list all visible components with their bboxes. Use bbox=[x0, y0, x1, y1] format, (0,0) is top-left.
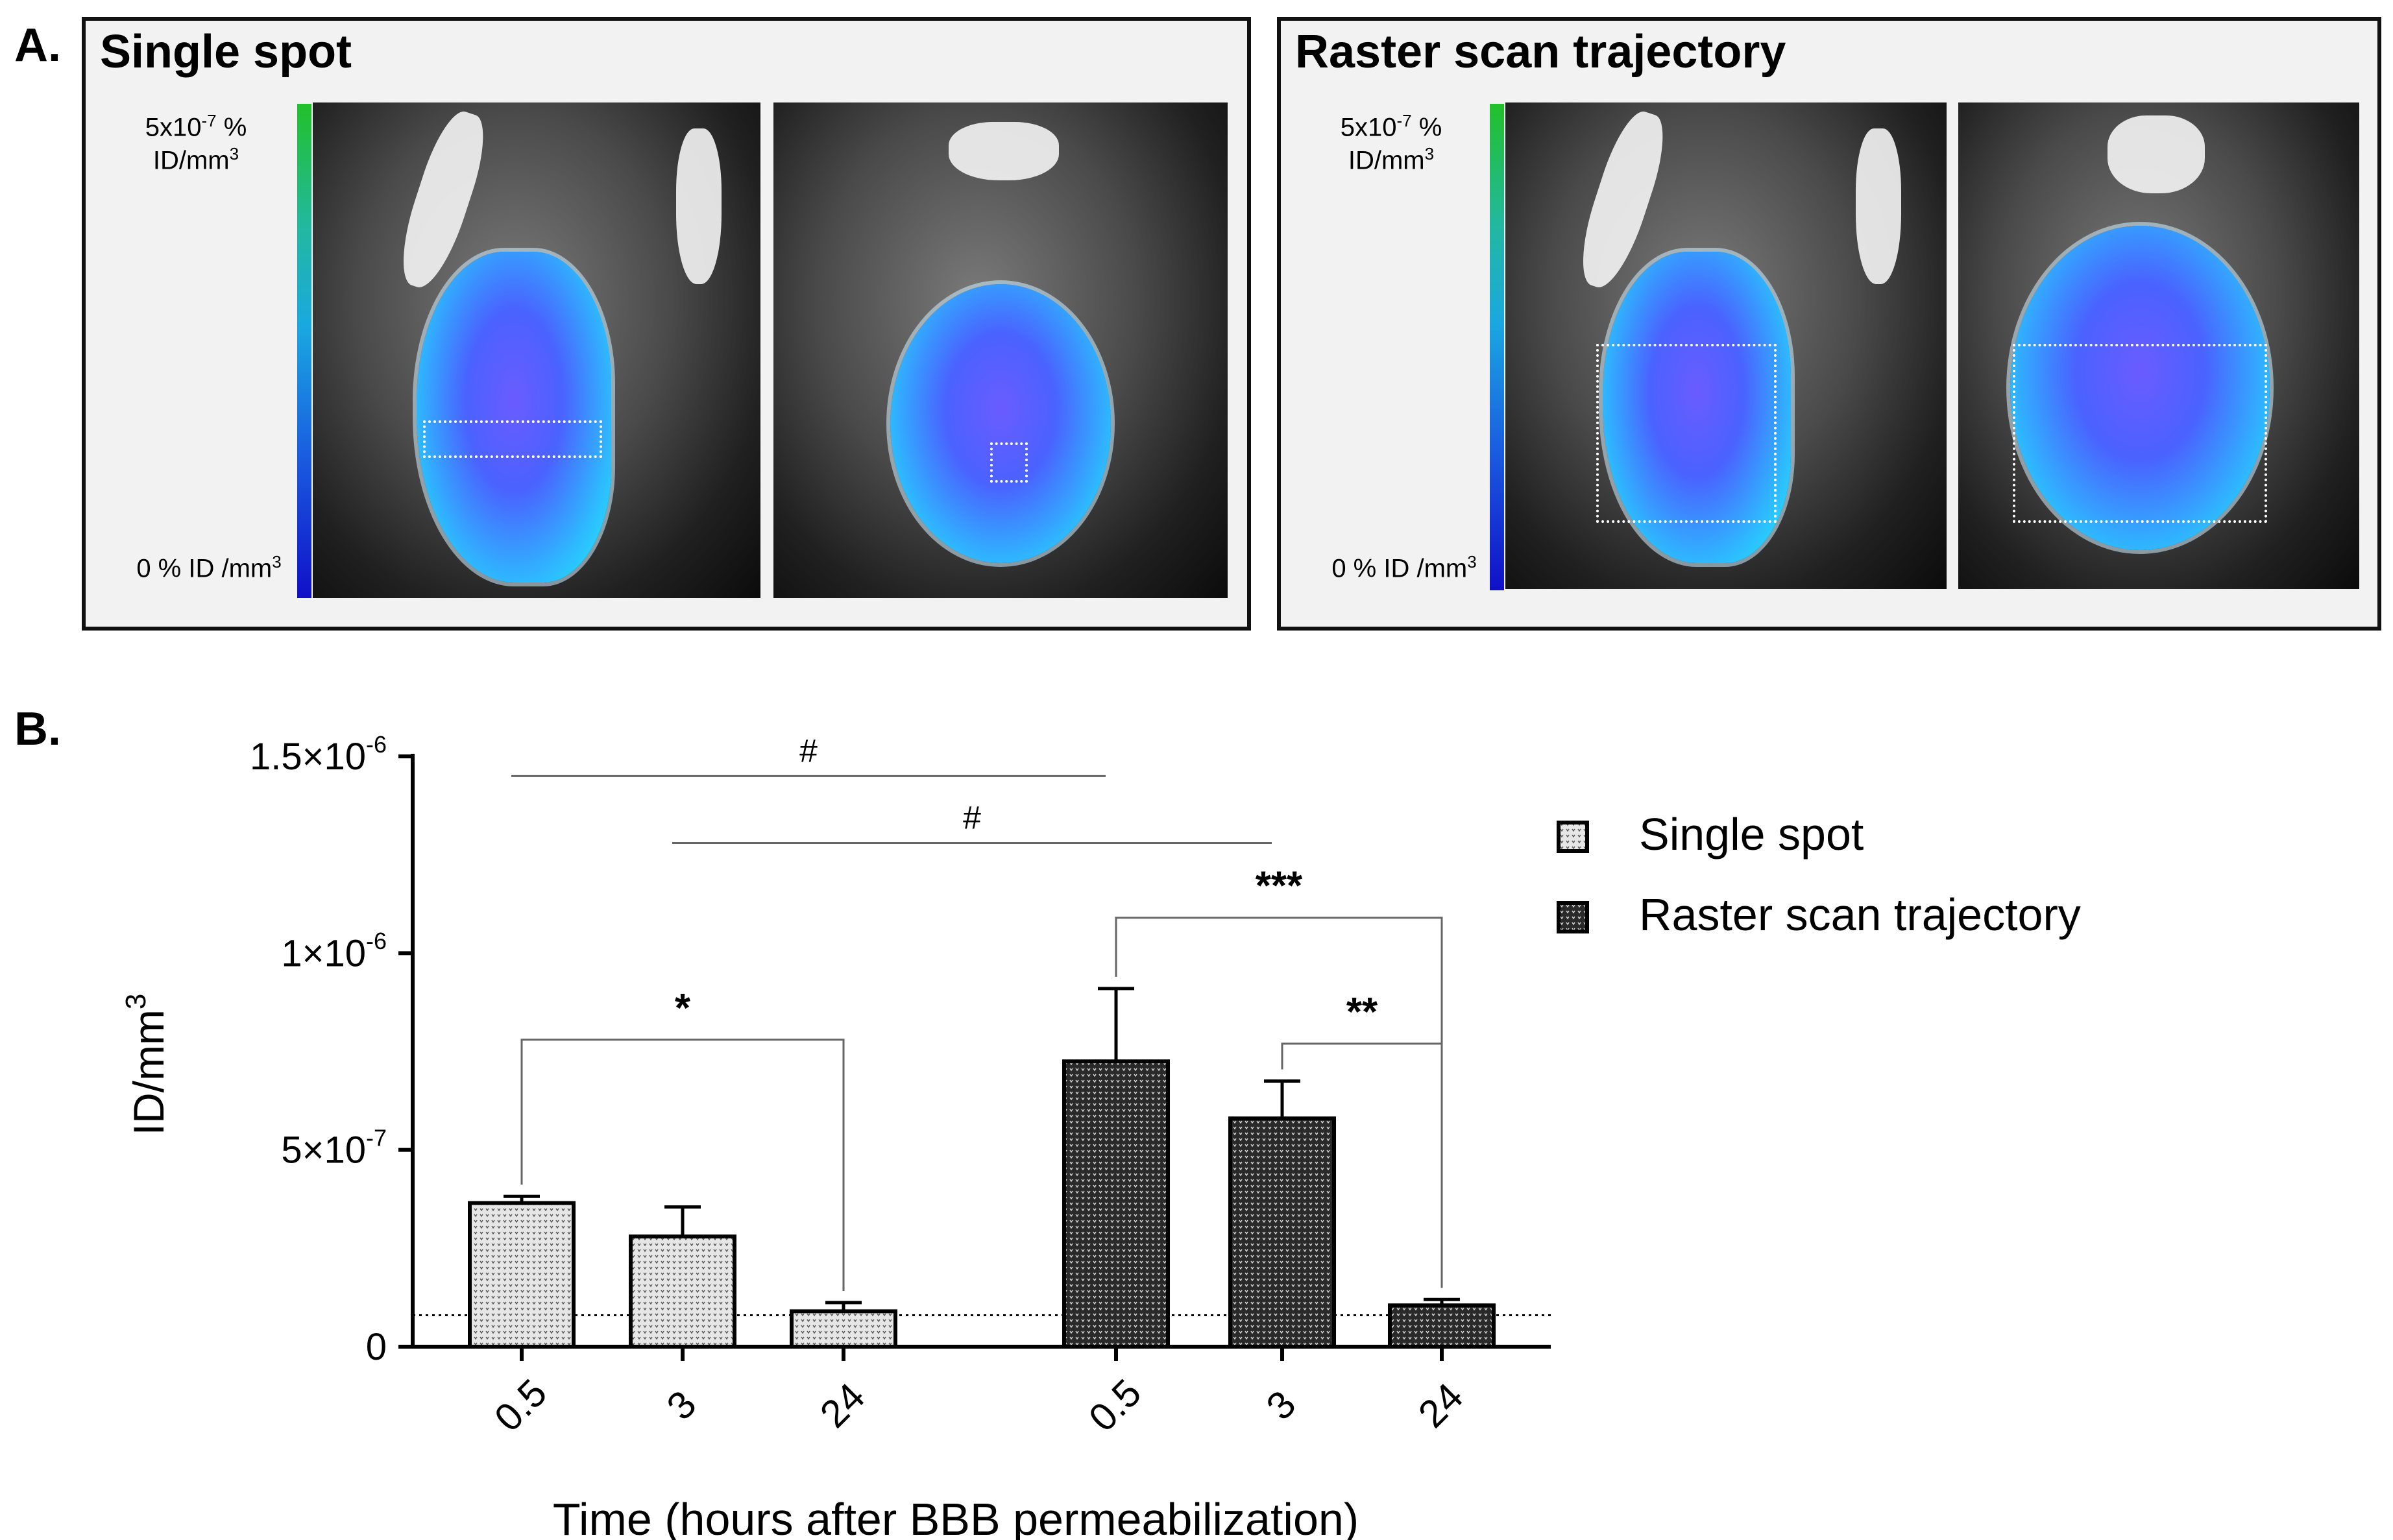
sagittal-scan-image bbox=[313, 102, 760, 598]
bar bbox=[1228, 1116, 1336, 1349]
panel-a-letter: A. bbox=[14, 19, 61, 71]
roi-box bbox=[1596, 344, 1777, 523]
x-tick-label: 3 bbox=[659, 1382, 705, 1428]
scale-max-label: 5x10-7 % ID/mm3 bbox=[1340, 111, 1442, 175]
roi-box bbox=[2013, 344, 2267, 523]
bar bbox=[468, 1201, 576, 1349]
roi-box bbox=[423, 420, 602, 458]
significance-label: *** bbox=[1256, 864, 1303, 909]
roi-box bbox=[990, 442, 1028, 483]
significance-bracket bbox=[1281, 1042, 1443, 1288]
skull-bone bbox=[2108, 115, 2205, 193]
single-spot-panel: Single spot 5x10-7 % ID/mm3 0 % ID /mm3 bbox=[82, 17, 1251, 631]
panel-b-letter: B. bbox=[14, 703, 61, 755]
brain-uptake-overlay bbox=[417, 252, 611, 583]
y-tick-label: 5×10-7 bbox=[281, 1125, 387, 1172]
x-axis-label: Time (hours after BBB permeabilization) bbox=[553, 1494, 1359, 1540]
brain-uptake-overlay bbox=[890, 284, 1111, 563]
scale-max-label: 5x10-7 % ID/mm3 bbox=[145, 111, 247, 175]
x-tick-label: 24 bbox=[1410, 1375, 1472, 1436]
bar bbox=[790, 1309, 897, 1349]
significance-label: # bbox=[963, 799, 981, 836]
x-tick-label: 0.5 bbox=[1080, 1371, 1149, 1439]
significance-bracket bbox=[520, 1039, 845, 1292]
single-spot-title: Single spot bbox=[100, 26, 352, 78]
bar bbox=[1388, 1303, 1496, 1349]
axial-scan-image bbox=[1958, 102, 2359, 589]
bar bbox=[1062, 1059, 1170, 1349]
significance-label: * bbox=[675, 986, 691, 1031]
legend-label: Single spot bbox=[1639, 809, 1864, 860]
significance-label: # bbox=[799, 732, 818, 769]
skull-bone bbox=[1856, 128, 1901, 284]
legend-label: Raster scan trajectory bbox=[1639, 889, 2081, 940]
y-axis-label: ID/mm3 bbox=[120, 994, 173, 1136]
scale-min-label: 0 % ID /mm3 bbox=[136, 552, 282, 583]
y-tick-label: 1×10-6 bbox=[281, 928, 387, 974]
brain-uptake-overlay bbox=[1603, 252, 1791, 563]
x-tick-label: 3 bbox=[1258, 1382, 1304, 1428]
raster-scan-title: Raster scan trajectory bbox=[1295, 26, 1786, 78]
brain-uptake-overlay bbox=[2010, 226, 2270, 550]
bar-chart: 0 5×10-7 1×10-6 1.5×10-6 ID/mm3 0.5 3 24 0.5 3 24 T… bbox=[120, 731, 2081, 1540]
x-tick-label: 24 bbox=[812, 1375, 873, 1436]
scale-min-label: 0 % ID /mm3 bbox=[1331, 552, 1477, 583]
legend-swatch bbox=[1557, 821, 1589, 853]
skull-bone bbox=[949, 122, 1059, 180]
significance-label: ** bbox=[1346, 990, 1378, 1035]
y-tick-label: 1.5×10-6 bbox=[250, 731, 387, 778]
bar bbox=[629, 1234, 736, 1349]
y-tick-label: 0 bbox=[366, 1326, 387, 1368]
x-tick-label: 0.5 bbox=[486, 1371, 555, 1439]
sagittal-scan-image bbox=[1505, 102, 1947, 589]
colorbar bbox=[297, 104, 311, 598]
legend-swatch bbox=[1557, 901, 1589, 933]
axial-scan-image bbox=[773, 102, 1228, 598]
colorbar bbox=[1490, 104, 1504, 590]
skull-bone bbox=[676, 128, 722, 284]
raster-scan-panel: Raster scan trajectory 5x10-7 % ID/mm3 0… bbox=[1277, 17, 2381, 631]
